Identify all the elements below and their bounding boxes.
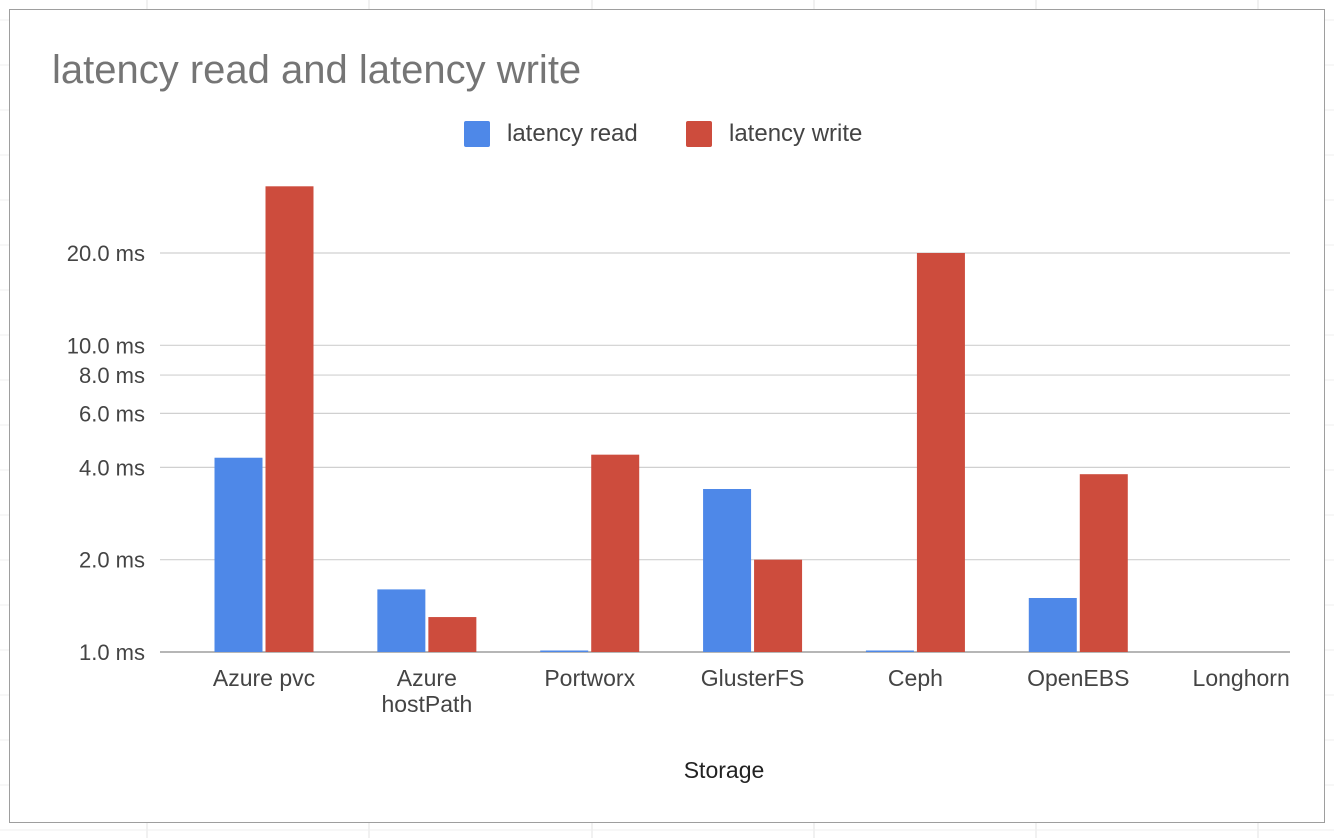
bar-write-5[interactable] <box>1079 474 1128 652</box>
x-axis-title: Storage <box>684 757 765 783</box>
bars <box>214 186 1128 653</box>
legend-swatch-1 <box>686 121 712 147</box>
x-axis-categories: Azure pvc Azure hostPath Portworx GlusterFS C… <box>213 665 1290 717</box>
bar-read-5[interactable] <box>1028 597 1077 652</box>
bar-write-1[interactable] <box>428 617 477 652</box>
y-tick-label: 10.0 ms <box>67 333 145 358</box>
bar-write-3[interactable] <box>754 559 803 652</box>
legend-swatch-0 <box>464 121 490 147</box>
bar-read-2[interactable] <box>540 650 589 653</box>
x-category-label: Azure pvc <box>213 665 315 691</box>
legend-label-0: latency read <box>507 120 638 147</box>
bar-read-1[interactable] <box>377 589 426 652</box>
bar-write-0[interactable] <box>265 186 314 652</box>
chart-title: latency read and latency write <box>52 48 581 92</box>
x-category-label: GlusterFS <box>701 665 805 691</box>
legend: latency read latency write <box>464 120 862 147</box>
y-tick-label: 1.0 ms <box>79 640 145 665</box>
x-category-label: Longhorn <box>1193 665 1290 691</box>
bar-write-2[interactable] <box>591 454 640 652</box>
y-tick-label: 4.0 ms <box>79 455 145 480</box>
bar-write-4[interactable] <box>916 253 965 652</box>
y-tick-label: 20.0 ms <box>67 241 145 266</box>
x-category-label: Azure hostPath <box>381 665 472 717</box>
y-tick-label: 8.0 ms <box>79 363 145 388</box>
chart-canvas: latency read and latency write latency r… <box>52 48 1290 783</box>
y-axis-ticks: 1.0 ms 2.0 ms 4.0 ms 6.0 ms 8.0 ms 10.0 ms 20.… <box>67 241 145 665</box>
x-category-label: OpenEBS <box>1027 665 1129 691</box>
y-tick-label: 6.0 ms <box>79 401 145 426</box>
bar-read-3[interactable] <box>703 489 752 652</box>
x-category-label: Ceph <box>888 665 943 691</box>
legend-label-1: latency write <box>729 120 862 147</box>
bar-read-4[interactable] <box>865 650 914 653</box>
chart-frame[interactable]: latency read and latency write latency r… <box>9 9 1325 823</box>
bar-read-0[interactable] <box>214 457 263 652</box>
x-category-label: Portworx <box>544 665 635 691</box>
y-tick-label: 2.0 ms <box>79 548 145 573</box>
